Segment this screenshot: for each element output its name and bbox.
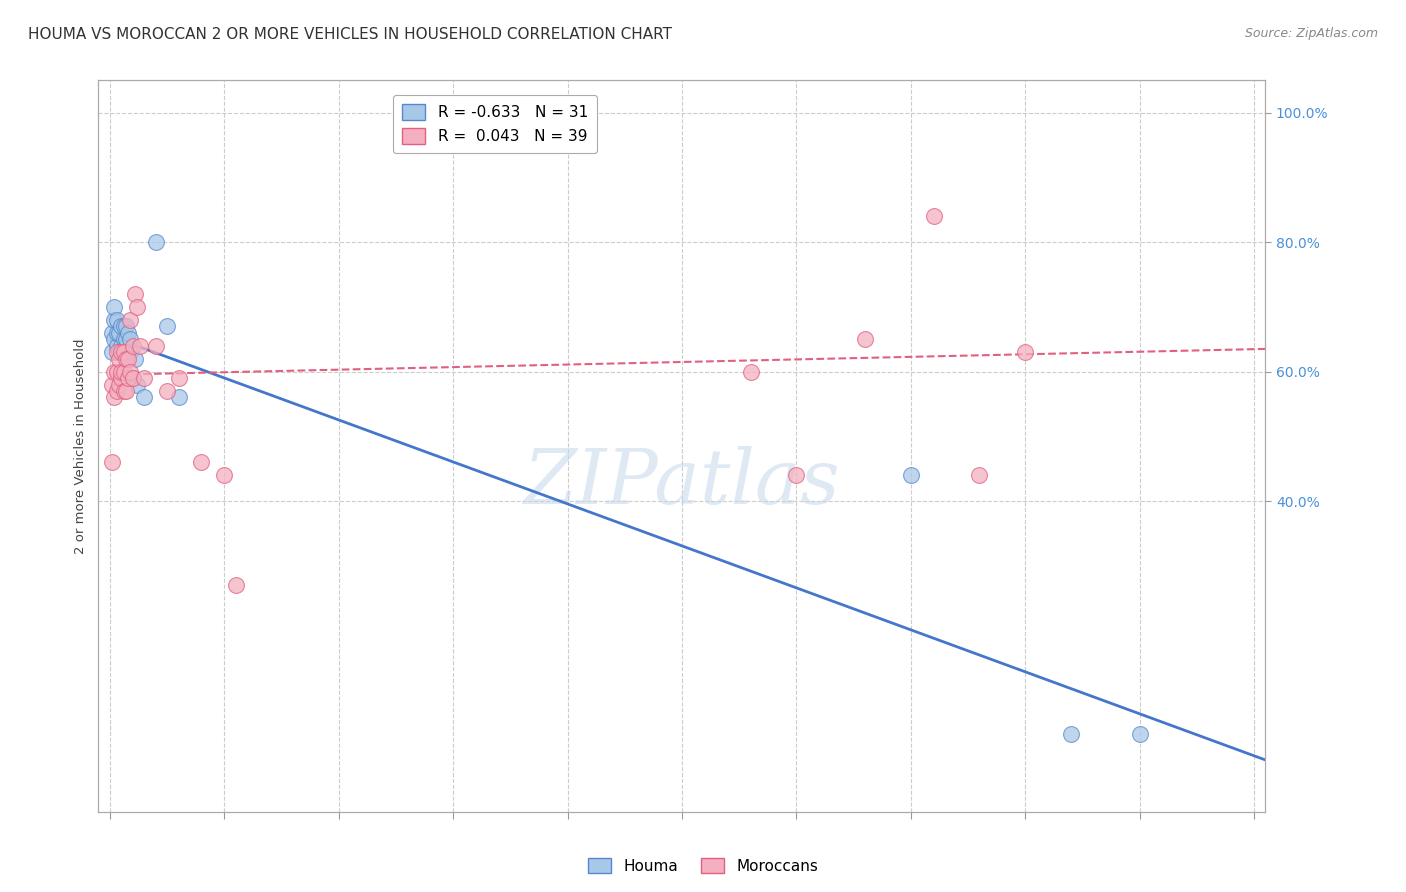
Point [121,371,143,385]
Point [117,371,139,385]
Point [110,371,132,385]
Point [134,371,156,385]
Point [115,319,138,334]
Point [853,332,876,346]
Point [117,326,139,340]
Point [120,332,142,346]
Point [101,455,124,469]
Point [108,377,131,392]
Y-axis label: 2 or more Vehicles in Household: 2 or more Vehicles in Household [75,338,87,554]
Point [134,391,156,405]
Point [167,371,190,385]
Point [121,371,143,385]
Point [145,235,167,249]
Point [124,351,146,366]
Point [103,332,125,346]
Point [103,391,125,405]
Text: HOUMA VS MOROCCAN 2 OR MORE VEHICLES IN HOUSEHOLD CORRELATION CHART: HOUMA VS MOROCCAN 2 OR MORE VEHICLES IN … [28,27,672,42]
Text: Source: ZipAtlas.com: Source: ZipAtlas.com [1244,27,1378,40]
Point [105,384,128,398]
Point [127,377,149,392]
Point [110,319,132,334]
Point [156,384,179,398]
Point [127,300,149,314]
Point [112,345,135,359]
Point [156,319,179,334]
Point [120,365,142,379]
Point [108,326,131,340]
Point [124,286,146,301]
Point [110,339,132,353]
Point [108,351,131,366]
Point [900,468,922,483]
Point [112,365,135,379]
Point [101,377,124,392]
Point [115,339,138,353]
Point [115,351,138,366]
Point [105,312,128,326]
Point [110,345,132,359]
Point [167,391,190,405]
Point [103,312,125,326]
Legend: Houma, Moroccans: Houma, Moroccans [582,852,824,880]
Point [785,468,807,483]
Point [112,384,135,398]
Point [117,345,139,359]
Point [117,351,139,366]
Point [112,319,135,334]
Point [110,365,132,379]
Point [115,384,138,398]
Point [1128,727,1150,741]
Point [108,345,131,359]
Point [740,365,762,379]
Point [105,365,128,379]
Point [115,332,138,346]
Point [214,468,236,483]
Point [103,300,125,314]
Point [1060,727,1083,741]
Point [1014,345,1036,359]
Point [128,339,150,353]
Point [101,326,124,340]
Point [105,326,128,340]
Point [103,365,125,379]
Legend: R = -0.633   N = 31, R =  0.043   N = 39: R = -0.633 N = 31, R = 0.043 N = 39 [394,95,598,153]
Point [120,312,142,326]
Point [145,339,167,353]
Text: ZIPatlas: ZIPatlas [523,446,841,519]
Point [120,345,142,359]
Point [969,468,991,483]
Point [190,455,212,469]
Point [225,578,247,592]
Point [105,345,128,359]
Point [101,345,124,359]
Point [105,339,128,353]
Point [112,332,135,346]
Point [922,209,945,223]
Point [121,339,143,353]
